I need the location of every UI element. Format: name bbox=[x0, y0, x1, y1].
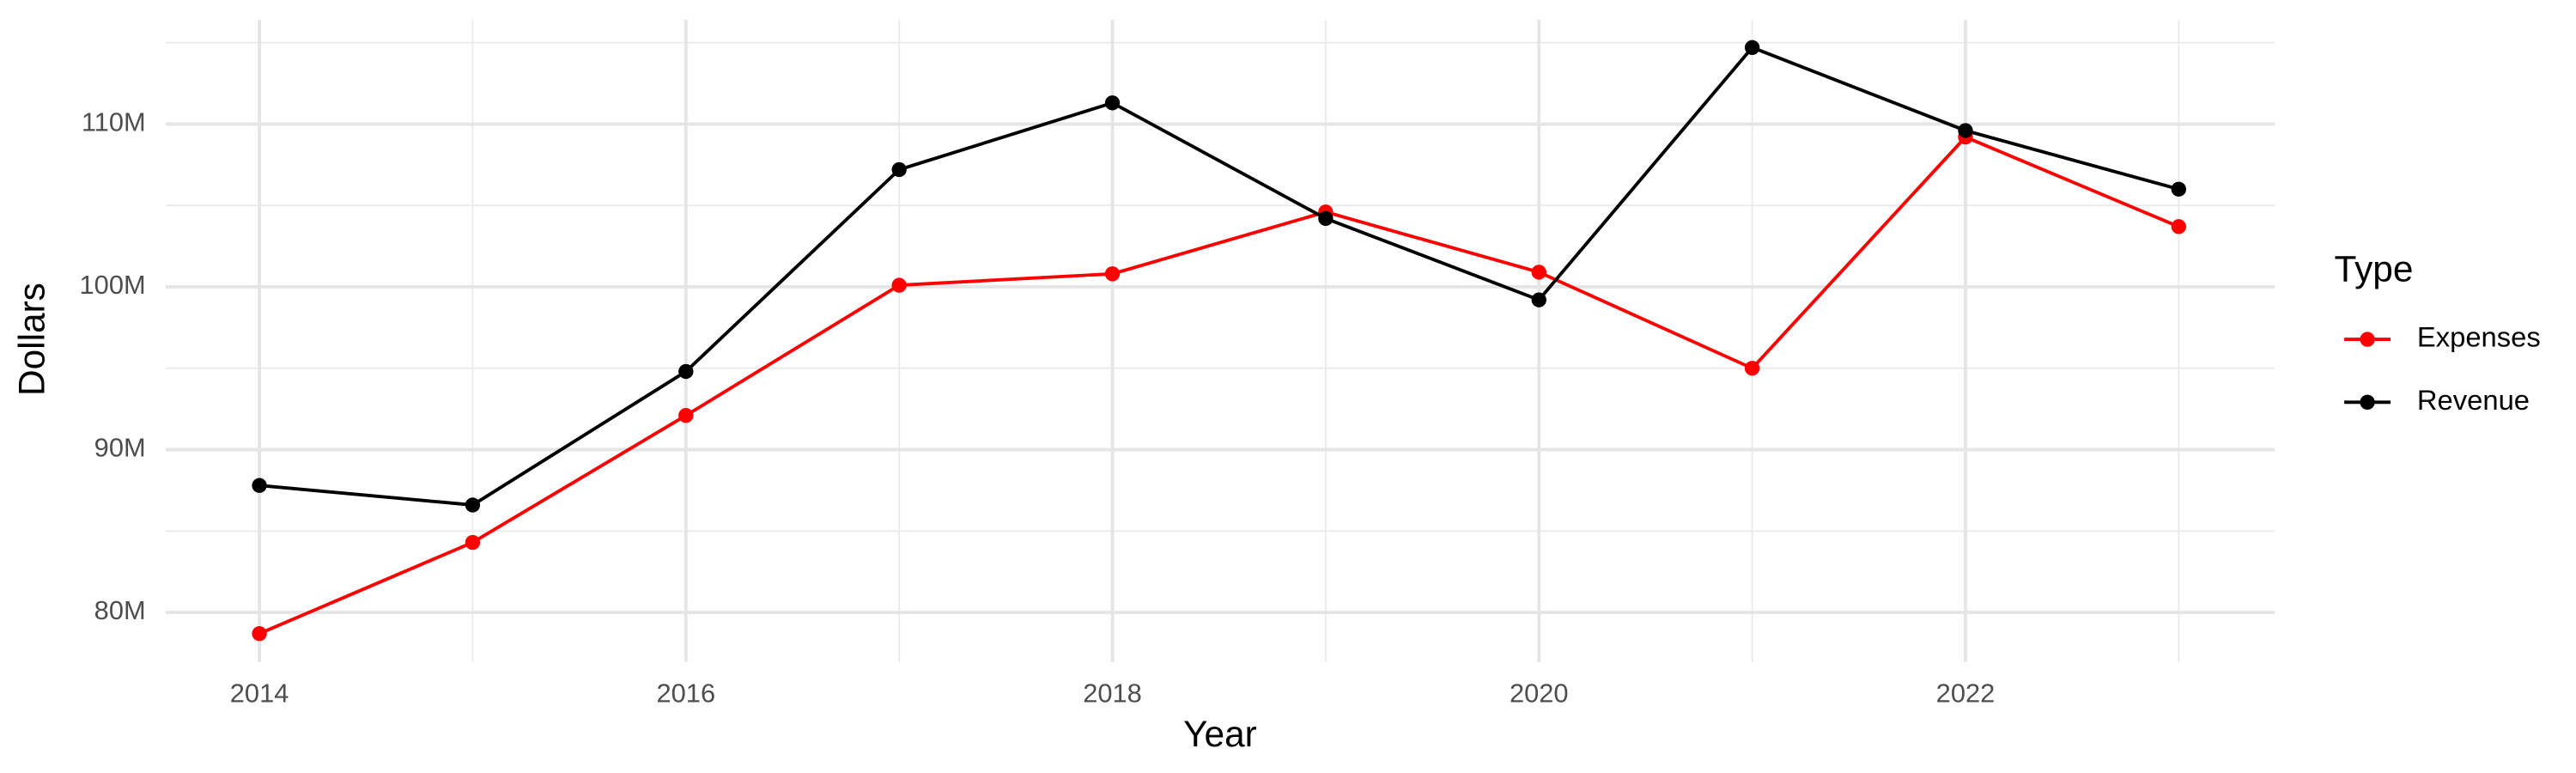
x-tick-label: 2020 bbox=[1510, 679, 1569, 709]
y-tick-label: 80M bbox=[94, 595, 146, 625]
legend-marker bbox=[2360, 332, 2375, 347]
data-point bbox=[465, 534, 481, 551]
data-point bbox=[1744, 40, 1760, 56]
legend-marker bbox=[2360, 394, 2375, 410]
series-line bbox=[258, 135, 2180, 636]
y-tick-label: 100M bbox=[80, 270, 146, 300]
y-axis-title: Dollars bbox=[12, 283, 52, 396]
series-line bbox=[258, 46, 2179, 507]
legend-title: Type bbox=[2335, 248, 2414, 289]
data-point bbox=[1531, 265, 1546, 280]
x-tick-label: 2022 bbox=[1936, 679, 1996, 709]
data-point bbox=[2171, 181, 2187, 197]
data-point bbox=[252, 626, 267, 642]
x-tick-label: 2014 bbox=[230, 679, 289, 709]
data-point bbox=[1104, 266, 1121, 282]
legend-label: Expenses bbox=[2417, 321, 2541, 353]
data-point bbox=[1958, 123, 1973, 138]
y-tick-label: 90M bbox=[94, 433, 146, 463]
data-point bbox=[678, 363, 694, 380]
x-tick-label: 2018 bbox=[1083, 679, 1142, 709]
grid bbox=[165, 20, 2275, 662]
x-tick-label: 2016 bbox=[657, 679, 716, 709]
data-point bbox=[252, 478, 267, 493]
y-tick-label: 110M bbox=[82, 107, 146, 137]
data-point bbox=[1318, 210, 1334, 227]
data-point bbox=[1104, 95, 1121, 111]
data-point bbox=[2171, 219, 2187, 234]
data-point bbox=[1531, 292, 1546, 307]
data-point bbox=[678, 408, 694, 423]
data-point bbox=[891, 161, 907, 178]
plot bbox=[252, 40, 2187, 642]
legend-label: Revenue bbox=[2417, 384, 2530, 416]
x-axis-title: Year bbox=[1183, 714, 1257, 754]
data-point bbox=[465, 497, 481, 513]
data-point bbox=[891, 277, 907, 293]
data-point bbox=[1744, 361, 1760, 376]
